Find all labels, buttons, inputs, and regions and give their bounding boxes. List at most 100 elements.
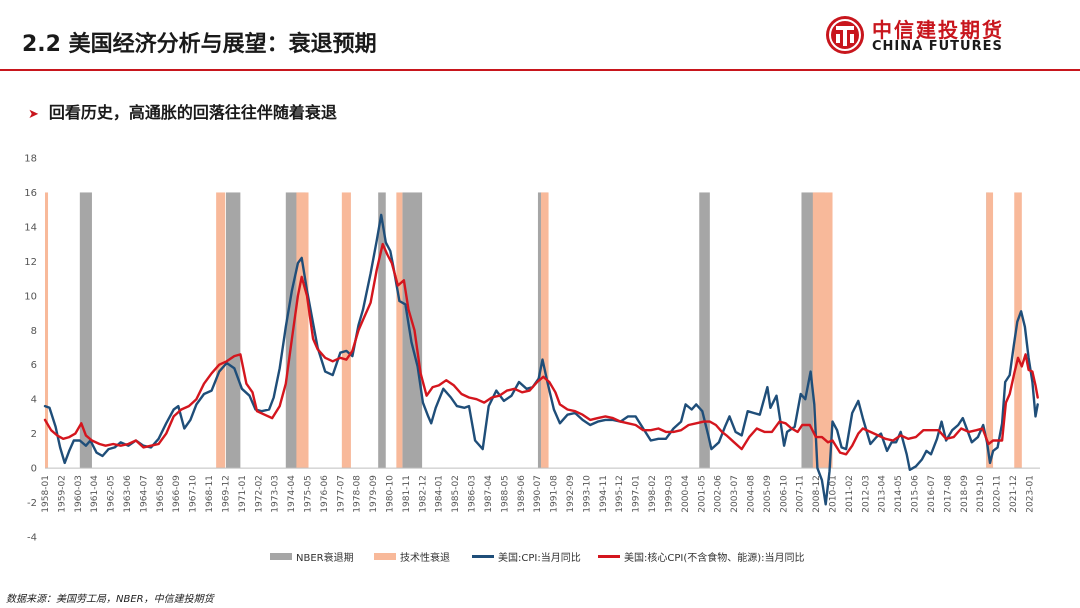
logo-english-name: CHINA FUTURES bbox=[872, 39, 1003, 54]
y-tick-label: 16 bbox=[24, 188, 37, 199]
x-tick-label: 2000-04 bbox=[681, 475, 691, 513]
legend-swatch-technical bbox=[374, 553, 396, 560]
y-tick-label: 12 bbox=[24, 257, 37, 268]
x-tick-label: 1989-06 bbox=[517, 475, 527, 513]
x-tick-label: 1980-10 bbox=[386, 475, 396, 513]
x-tick-label: 1997-01 bbox=[632, 475, 642, 513]
x-tick-label: 2006-10 bbox=[779, 475, 789, 513]
y-tick-label: 6 bbox=[31, 360, 37, 371]
legend-item-core: 美国:核心CPI(不含食物、能源):当月同比 bbox=[598, 549, 805, 564]
y-tick-label: -2 bbox=[27, 498, 37, 509]
x-tick-label: 2014-05 bbox=[894, 475, 904, 513]
x-tick-label: 1973-03 bbox=[271, 475, 281, 513]
technical-recession-band bbox=[812, 192, 833, 469]
x-tick-label: 1963-06 bbox=[123, 475, 133, 513]
header-divider bbox=[0, 69, 1080, 71]
y-tick-label: 18 bbox=[24, 154, 37, 165]
legend-swatch-nber bbox=[270, 553, 292, 560]
subtitle-text: 回看历史，高通胀的回落往往伴随着衰退 bbox=[48, 103, 337, 122]
x-tick-label: 2008-12 bbox=[812, 475, 822, 513]
y-tick-label: 10 bbox=[24, 291, 37, 302]
y-tick-label: 4 bbox=[31, 395, 37, 406]
x-tick-label: 1991-08 bbox=[550, 475, 560, 513]
x-tick-label: 1966-09 bbox=[172, 475, 182, 513]
technical-recession-band bbox=[396, 192, 403, 469]
x-tick-label: 2015-06 bbox=[911, 475, 921, 513]
x-tick-label: 1987-04 bbox=[484, 475, 494, 513]
x-tick-label: 2021-12 bbox=[1009, 475, 1019, 513]
x-tick-label: 1965-08 bbox=[156, 475, 166, 513]
y-tick-label: 8 bbox=[31, 326, 37, 337]
x-tick-label: 2020-11 bbox=[993, 475, 1003, 513]
x-tick-label: 1992-09 bbox=[566, 475, 576, 513]
technical-recession-band bbox=[341, 192, 351, 469]
x-tick-label: 1998-02 bbox=[648, 475, 658, 513]
legend-swatch-cpi bbox=[472, 555, 494, 558]
technical-recession-band bbox=[986, 192, 994, 469]
y-tick-label: -4 bbox=[27, 533, 37, 544]
technical-recession-band bbox=[296, 192, 309, 469]
x-tick-label: 1994-11 bbox=[599, 475, 609, 513]
x-tick-label: 1971-01 bbox=[238, 475, 248, 513]
x-tick-label: 2017-08 bbox=[943, 475, 953, 513]
x-tick-label: 1986-03 bbox=[468, 475, 478, 513]
x-tick-label: 2005-09 bbox=[763, 475, 773, 513]
y-tick-label: 14 bbox=[24, 222, 37, 233]
x-tick-label: 1977-07 bbox=[336, 475, 346, 513]
x-tick-label: 2004-08 bbox=[746, 475, 756, 513]
data-source-note: 数据来源：美国劳工局，NBER，中信建投期货 bbox=[6, 594, 214, 605]
x-tick-label: 1959-02 bbox=[57, 475, 67, 513]
nber-recession-band bbox=[225, 192, 241, 469]
cpi-chart: -4 -2 0 2 4 6 8 10 12 14 16 18 1958-01 1959-02 1960-03… bbox=[24, 154, 1040, 544]
x-tick-label: 1999-03 bbox=[664, 475, 674, 513]
x-tick-label: 2001-05 bbox=[697, 475, 707, 513]
header: 2.2 美国经济分析与展望：衰退预期 中信建投期货 CHINA FUTURES bbox=[0, 0, 1080, 71]
x-tick-label: 2011-02 bbox=[845, 475, 855, 513]
x-tick-label: 1976-06 bbox=[320, 475, 330, 513]
x-tick-label: 1981-11 bbox=[402, 475, 412, 513]
x-tick-label: 2003-07 bbox=[730, 475, 740, 513]
legend-label-cpi: 美国:CPI:当月同比 bbox=[498, 553, 581, 564]
x-tick-label: 1978-08 bbox=[353, 475, 363, 513]
legend-item-cpi: 美国:CPI:当月同比 bbox=[472, 549, 581, 564]
x-tick-label: 2012-03 bbox=[861, 475, 871, 513]
x-tick-label: 1969-12 bbox=[221, 475, 231, 513]
x-tick-label: 1988-05 bbox=[500, 475, 510, 513]
x-tick-label: 1975-05 bbox=[304, 475, 314, 513]
legend-label-core: 美国:核心CPI(不含食物、能源):当月同比 bbox=[624, 553, 805, 564]
x-tick-label: 2019-10 bbox=[976, 475, 986, 513]
x-tick-label: 2016-07 bbox=[927, 475, 937, 513]
bullet-arrow-icon: ➤ bbox=[28, 107, 39, 122]
x-tick-label: 1985-02 bbox=[451, 475, 461, 513]
technical-recession-band bbox=[45, 192, 49, 469]
nber-recession-band bbox=[402, 192, 423, 469]
x-tick-label: 1984-01 bbox=[435, 475, 445, 513]
y-tick-label: 2 bbox=[31, 429, 37, 440]
nber-recession-band bbox=[378, 192, 386, 469]
x-tick-label: 1993-10 bbox=[582, 475, 592, 513]
x-tick-label: 2023-01 bbox=[1025, 475, 1035, 513]
cpi-series-line bbox=[43, 213, 1039, 506]
technical-recession-band bbox=[540, 192, 549, 469]
technical-recession-band bbox=[1014, 192, 1022, 469]
logo-emblem-icon bbox=[826, 16, 864, 54]
y-tick-label: 0 bbox=[31, 464, 37, 475]
technical-recession-band bbox=[216, 192, 226, 469]
core-cpi-series-line bbox=[43, 242, 1039, 456]
x-tick-label: 1995-12 bbox=[615, 475, 625, 513]
x-tick-label: 1958-01 bbox=[41, 475, 51, 513]
company-logo: 中信建投期货 CHINA FUTURES bbox=[824, 14, 1064, 60]
logo-chinese-name: 中信建投期货 bbox=[872, 18, 1004, 42]
x-tick-label: 1972-02 bbox=[254, 475, 264, 513]
x-tick-label: 2013-04 bbox=[878, 475, 888, 513]
nber-recession-band bbox=[79, 192, 92, 469]
x-tick-label: 1968-11 bbox=[205, 475, 215, 513]
legend-label-technical: 技术性衰退 bbox=[400, 553, 450, 564]
legend-label-nber: NBER衰退期 bbox=[296, 553, 354, 564]
section-subtitle: ➤ 回看历史，高通胀的回落往往伴随着衰退 bbox=[28, 99, 337, 123]
x-tick-label: 1964-07 bbox=[139, 475, 149, 513]
x-tick-label: 2010-01 bbox=[829, 475, 839, 513]
x-tick-label: 1982-12 bbox=[418, 475, 428, 513]
legend-item-nber: NBER衰退期 bbox=[270, 549, 354, 564]
page-title: 2.2 美国经济分析与展望：衰退预期 bbox=[22, 32, 377, 57]
